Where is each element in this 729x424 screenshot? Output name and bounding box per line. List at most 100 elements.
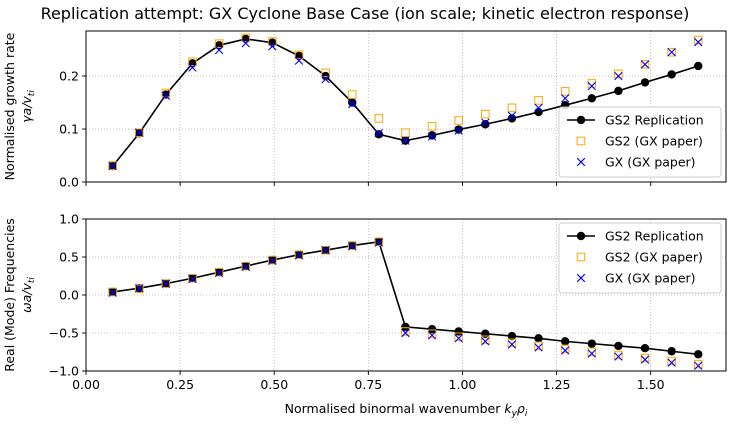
legend: GS2 Replication GS2 (GX paper) GX (GX pape… (558, 222, 722, 294)
point-gx-paper-10 (374, 129, 384, 138)
legend-marker-replication (576, 231, 586, 241)
point-gs2-paper-22 (693, 359, 703, 369)
point-gx-paper-21 (667, 358, 676, 367)
point-gs2-paper-4 (214, 39, 224, 49)
point-gs2-paper-15 (507, 103, 517, 113)
point-gs2-paper-17 (560, 87, 570, 96)
point-gs2-paper-16 (534, 341, 543, 351)
point-replication-12 (427, 325, 437, 334)
y-axis-label: Normalised growth rate (2, 32, 17, 180)
axes-frame (85, 218, 727, 372)
point-replication-21 (667, 347, 676, 356)
y-tick-label-4: 1.0 (59, 212, 79, 227)
point-gx-paper-13 (454, 126, 463, 135)
point-replication-3 (188, 59, 197, 68)
legend: GS2 Replication GS2 (GX paper) GX (GX pape… (558, 106, 722, 178)
series-1 (108, 237, 703, 369)
legend-label-2: GX (GX paper) (605, 271, 696, 286)
growth-rate-panel: 0.0 0.1 0.2 Normalised growth rate γa/vti GS2… (2, 30, 727, 190)
point-gx-paper-20 (640, 60, 650, 69)
point-gs2-paper-19 (614, 69, 623, 79)
point-gs2-paper-2 (161, 279, 171, 288)
series-2 (108, 37, 703, 171)
point-replication-13 (454, 327, 463, 336)
point-gs2-paper-3 (188, 57, 197, 67)
plot-area (108, 33, 703, 171)
series-2 (108, 238, 703, 370)
x-axis-label: Normalised binormal wavenumber kyρi (285, 401, 528, 419)
point-gx-paper-13 (454, 334, 463, 343)
point-replication-15 (507, 114, 517, 123)
point-gx-paper-21 (667, 48, 676, 57)
point-gs2-paper-14 (481, 335, 490, 345)
point-gs2-paper-18 (587, 347, 597, 357)
x-tick-label-5: 1.25 (543, 377, 571, 392)
x-tick-label-2: 0.50 (260, 377, 288, 392)
point-gx-paper-4 (214, 45, 224, 55)
legend-label-1: GS2 (GX paper) (605, 134, 703, 149)
point-gs2-paper-20 (640, 353, 650, 363)
point-gs2-paper-15 (507, 338, 517, 348)
point-gs2-paper-11 (401, 128, 410, 138)
y-tick-label-1: 0.1 (59, 122, 79, 137)
point-gx-paper-5 (241, 38, 250, 48)
point-gx-paper-1 (135, 283, 144, 293)
x-tick-label-6: 1.50 (637, 377, 665, 392)
point-gs2-paper-10 (374, 237, 384, 247)
point-replication-16 (534, 107, 543, 117)
legend-label-2: GX (GX paper) (605, 155, 696, 170)
legend-marker-gx-paper (576, 157, 586, 167)
point-replication-18 (587, 339, 596, 348)
point-replication-20 (640, 344, 650, 353)
point-replication-22 (694, 350, 703, 359)
x-tick-label-0: 0.00 (72, 377, 100, 392)
point-replication-14 (481, 120, 490, 129)
point-gx-paper-15 (507, 111, 517, 120)
point-replication-12 (427, 131, 437, 140)
point-gs2-paper-5 (241, 33, 251, 43)
x-axis-label-ky: k (504, 401, 512, 416)
point-gs2-paper-0 (108, 287, 117, 297)
y-tick-label-2: 0.0 (59, 288, 79, 303)
y-axis-label: Real (Mode) Frequencies (2, 218, 17, 372)
figure-title: Replication attempt: GX Cyclone Base Cas… (41, 4, 690, 23)
point-gs2-paper-18 (587, 79, 597, 88)
point-replication-17 (560, 337, 570, 346)
point-gx-paper-6 (268, 256, 277, 265)
point-gs2-paper-0 (108, 161, 117, 170)
point-gs2-paper-19 (614, 350, 623, 360)
point-gx-paper-16 (534, 343, 543, 352)
legend-marker-gx-paper (576, 273, 586, 283)
x-tick-label-3: 0.75 (354, 377, 382, 392)
point-gs2-paper-7 (294, 50, 304, 60)
point-gx-paper-15 (507, 340, 517, 349)
point-gs2-paper-2 (161, 88, 171, 98)
y-tick-label-2: 0.2 (59, 69, 79, 84)
point-gs2-paper-22 (693, 35, 703, 45)
point-gx-paper-22 (694, 37, 703, 47)
point-gs2-paper-6 (268, 255, 277, 265)
point-gx-paper-18 (587, 81, 596, 91)
axes-frame (85, 30, 727, 183)
point-gx-paper-8 (321, 245, 330, 255)
point-gx-paper-14 (481, 337, 490, 346)
point-gs2-paper-12 (427, 122, 437, 131)
y-axis-units: ωa/vti (19, 277, 37, 313)
point-gs2-paper-8 (321, 245, 330, 255)
point-gx-paper-2 (161, 91, 171, 100)
point-gx-paper-17 (560, 346, 570, 355)
point-gs2-paper-13 (454, 116, 463, 125)
point-gs2-paper-1 (134, 284, 144, 294)
point-gs2-paper-20 (640, 60, 650, 69)
point-gx-paper-6 (268, 42, 277, 51)
point-gx-paper-22 (694, 361, 703, 370)
point-replication-10 (374, 130, 384, 139)
point-gx-paper-7 (294, 251, 304, 260)
point-replication-22 (694, 61, 703, 71)
point-gx-paper-4 (214, 268, 224, 278)
point-gs2-paper-4 (214, 267, 224, 277)
point-gs2-paper-9 (347, 241, 357, 250)
y-tick-label-0: 0.0 (59, 175, 79, 190)
point-replication-9 (348, 98, 357, 107)
